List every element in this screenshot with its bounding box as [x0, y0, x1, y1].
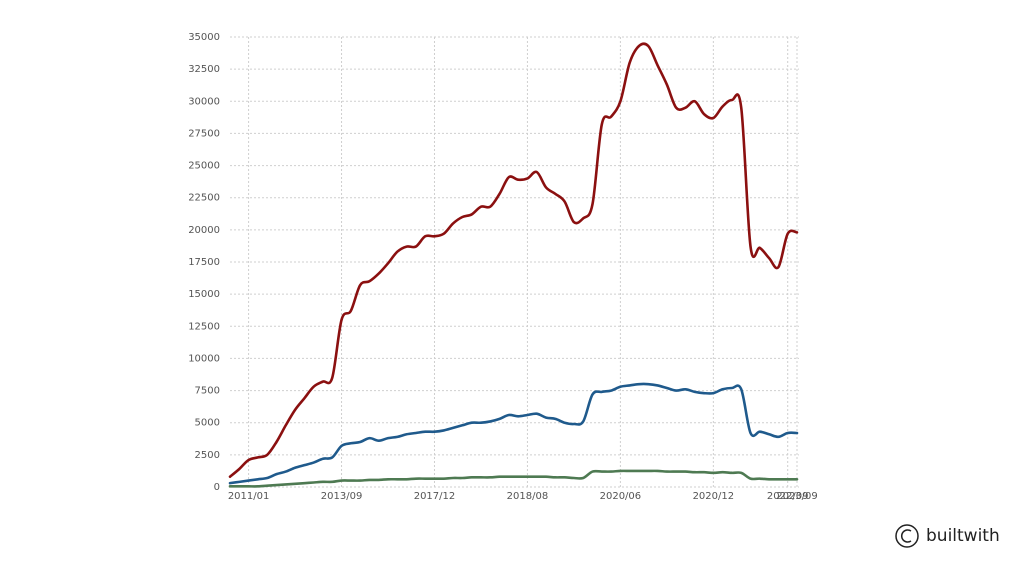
x-tick-label: 2023/09 [776, 491, 818, 502]
brand-text: builtwith [926, 526, 1000, 546]
y-tick-label: 27500 [188, 128, 220, 139]
y-tick-label: 15000 [188, 289, 220, 300]
series-line [228, 382, 799, 485]
series-line [228, 42, 799, 479]
y-tick-label: 7500 [195, 386, 220, 397]
x-tick-label: 2011/01 [228, 491, 270, 502]
series-line [228, 469, 799, 488]
y-tick-label: 25000 [188, 161, 220, 172]
y-tick-label: 5000 [195, 418, 220, 429]
y-tick-label: 20000 [188, 225, 220, 236]
x-tick-label: 2017/12 [414, 491, 456, 502]
y-tick-label: 30000 [188, 96, 220, 107]
x-tick-label: 2020/12 [693, 491, 735, 502]
y-tick-label: 2500 [195, 450, 220, 461]
x-tick-label: 2022/09 [767, 491, 809, 502]
watermark-logo: builtwith [895, 524, 1000, 548]
copyright-icon [895, 524, 919, 548]
y-tick-label: 22500 [188, 193, 220, 204]
x-tick-label: 2013/09 [321, 491, 363, 502]
y-tick-label: 35000 [188, 32, 220, 43]
y-tick-label: 10000 [188, 353, 220, 364]
y-tick-label: 0 [214, 482, 220, 493]
x-tick-label: 2020/06 [600, 491, 642, 502]
copyright-c [901, 529, 912, 543]
y-tick-label: 32500 [188, 64, 220, 75]
x-tick-label: 2018/08 [507, 491, 549, 502]
y-tick-label: 17500 [188, 257, 220, 268]
y-tick-label: 12500 [188, 321, 220, 332]
